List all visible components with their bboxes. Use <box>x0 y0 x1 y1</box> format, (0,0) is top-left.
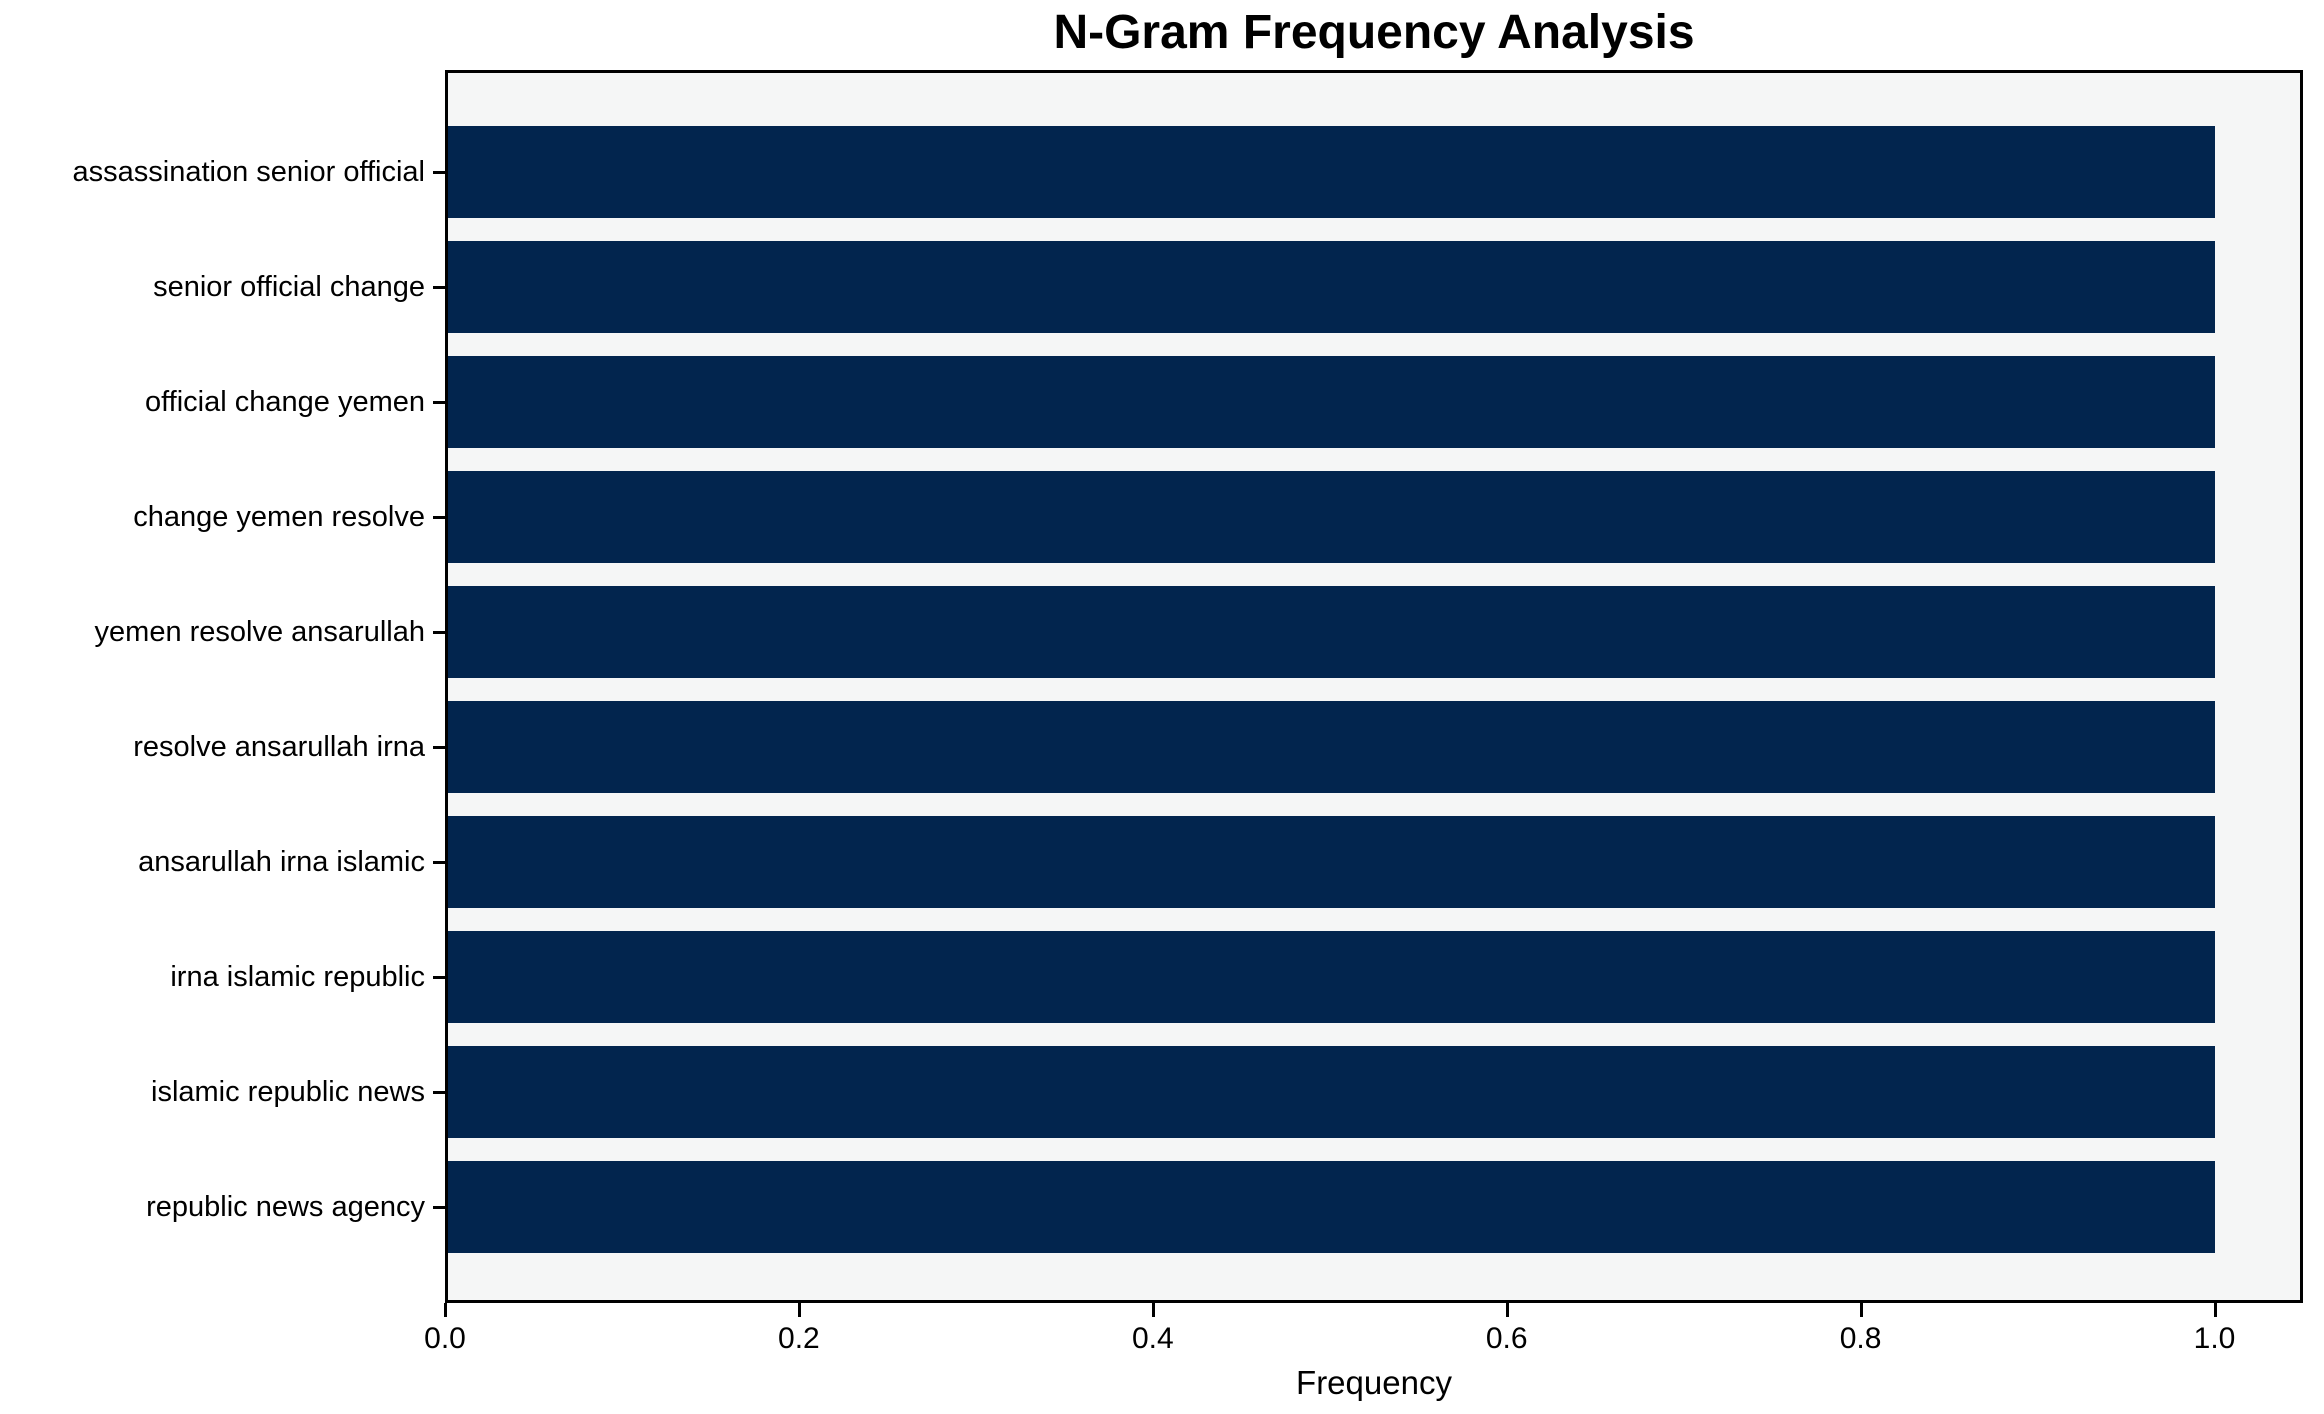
bar <box>448 816 2215 908</box>
y-tick-mark <box>433 976 445 979</box>
y-tick-mark <box>433 631 445 634</box>
x-tick-mark <box>2213 1303 2217 1317</box>
x-tick-mark <box>1859 1303 1863 1317</box>
bar <box>448 1161 2215 1253</box>
y-tick-mark <box>433 401 445 404</box>
x-tick-mark <box>797 1303 801 1317</box>
x-tick-mark <box>1151 1303 1155 1317</box>
y-tick-label: assassination senior official <box>72 156 426 188</box>
y-tick-mark <box>433 516 445 519</box>
y-tick-mark <box>433 1091 445 1094</box>
bar <box>448 701 2215 793</box>
y-tick-label: change yemen resolve <box>133 501 425 533</box>
x-tick-label: 1.0 <box>2193 1322 2236 1355</box>
bar <box>448 586 2215 678</box>
bar <box>448 356 2215 448</box>
y-tick-mark <box>433 286 445 289</box>
y-tick-label: islamic republic news <box>151 1076 425 1108</box>
y-tick-mark <box>433 746 445 749</box>
x-tick-mark <box>1505 1303 1509 1317</box>
x-tick-label: 0.8 <box>1839 1322 1882 1355</box>
y-tick-mark <box>433 171 445 174</box>
y-tick-mark <box>433 1206 445 1209</box>
chart-title: N-Gram Frequency Analysis <box>1053 6 1695 59</box>
x-axis-label: Frequency <box>1296 1364 1452 1401</box>
y-tick-label: senior official change <box>153 271 425 303</box>
y-tick-label: ansarullah irna islamic <box>138 846 425 878</box>
y-tick-label: resolve ansarullah irna <box>133 731 425 763</box>
x-tick-label: 0.0 <box>424 1322 466 1355</box>
y-tick-label: yemen resolve ansarullah <box>94 616 425 648</box>
y-tick-mark <box>433 861 445 864</box>
y-tick-label: official change yemen <box>145 386 425 418</box>
x-tick-label: 0.2 <box>778 1322 820 1355</box>
x-tick-label: 0.4 <box>1131 1322 1174 1355</box>
bar <box>448 126 2215 218</box>
bar <box>448 931 2215 1023</box>
bar <box>448 1046 2215 1138</box>
bar <box>448 241 2215 333</box>
x-tick-mark <box>444 1303 447 1317</box>
bar <box>448 471 2215 563</box>
y-tick-label: irna islamic republic <box>170 961 425 993</box>
x-tick-label: 0.6 <box>1485 1322 1528 1355</box>
y-tick-label: republic news agency <box>146 1191 425 1223</box>
